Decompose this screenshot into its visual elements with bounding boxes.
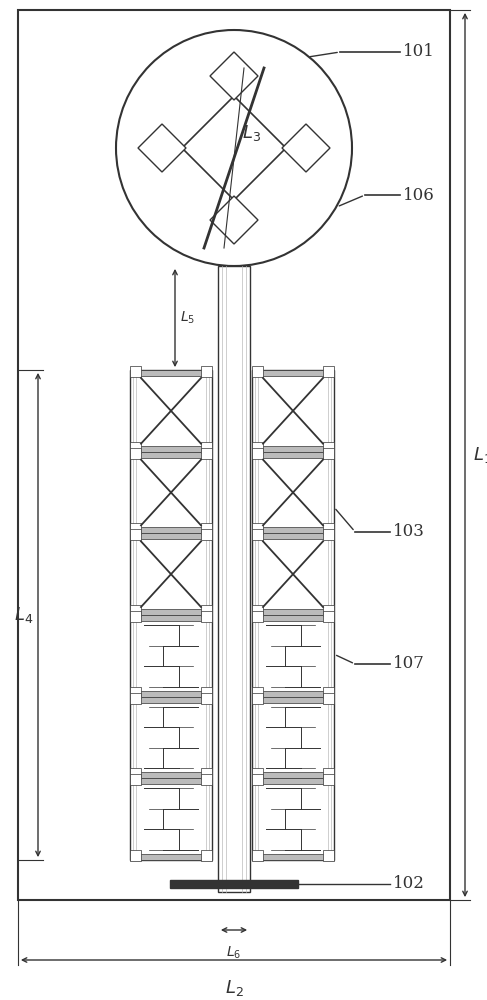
Bar xyxy=(130,772,212,778)
Bar xyxy=(130,609,212,615)
Bar xyxy=(130,778,212,784)
Bar xyxy=(252,854,334,860)
Bar xyxy=(252,611,263,622)
Bar xyxy=(130,611,141,622)
Bar xyxy=(252,772,334,778)
Bar xyxy=(218,266,250,892)
Text: 103: 103 xyxy=(393,523,425,540)
Bar xyxy=(130,691,212,697)
Bar xyxy=(252,452,334,458)
Text: $L_1$: $L_1$ xyxy=(473,445,487,465)
Bar xyxy=(252,697,334,703)
Bar xyxy=(323,850,334,861)
Bar xyxy=(252,850,263,861)
Bar xyxy=(323,687,334,698)
Bar xyxy=(18,10,450,900)
Bar xyxy=(130,523,141,534)
Bar xyxy=(170,880,298,888)
Text: 102: 102 xyxy=(393,876,425,892)
Bar xyxy=(252,687,263,698)
Bar xyxy=(252,691,334,697)
Polygon shape xyxy=(210,52,258,100)
Bar xyxy=(323,366,334,377)
Bar xyxy=(323,611,334,622)
Circle shape xyxy=(116,30,352,266)
Bar xyxy=(130,533,212,539)
Bar xyxy=(130,446,212,452)
Bar xyxy=(130,768,141,779)
Bar xyxy=(252,693,263,704)
Bar xyxy=(201,448,212,459)
Bar xyxy=(252,778,334,784)
Bar xyxy=(252,529,263,540)
Bar xyxy=(252,446,334,452)
Bar xyxy=(252,533,334,539)
Polygon shape xyxy=(182,96,286,200)
Text: $L_5$: $L_5$ xyxy=(180,310,195,326)
Bar xyxy=(130,605,141,616)
Polygon shape xyxy=(282,124,330,172)
Bar xyxy=(130,370,212,376)
Bar xyxy=(252,523,263,534)
Bar xyxy=(323,448,334,459)
Text: $L_2$: $L_2$ xyxy=(225,978,244,998)
Bar xyxy=(201,523,212,534)
Bar xyxy=(201,442,212,453)
Bar xyxy=(130,774,141,785)
Bar xyxy=(323,693,334,704)
Bar xyxy=(130,850,141,861)
Bar xyxy=(201,693,212,704)
Bar xyxy=(323,523,334,534)
Bar xyxy=(201,768,212,779)
Bar xyxy=(201,687,212,698)
Bar xyxy=(130,366,141,377)
Bar xyxy=(130,697,212,703)
Text: 107: 107 xyxy=(393,656,425,672)
Bar xyxy=(201,774,212,785)
Bar xyxy=(252,370,334,860)
Bar xyxy=(130,529,141,540)
Text: $L_3$: $L_3$ xyxy=(242,123,261,143)
Bar xyxy=(252,366,263,377)
Bar xyxy=(201,529,212,540)
Bar xyxy=(201,605,212,616)
Bar xyxy=(252,370,334,376)
Bar xyxy=(252,442,263,453)
Bar xyxy=(130,370,212,860)
Bar xyxy=(323,442,334,453)
Bar xyxy=(201,366,212,377)
Polygon shape xyxy=(138,124,186,172)
Bar xyxy=(252,615,334,621)
Bar xyxy=(323,774,334,785)
Bar xyxy=(130,693,141,704)
Bar xyxy=(252,605,263,616)
Bar xyxy=(323,768,334,779)
Bar xyxy=(252,448,263,459)
Bar xyxy=(252,768,263,779)
Bar xyxy=(130,687,141,698)
Bar xyxy=(252,609,334,615)
Text: $L_6$: $L_6$ xyxy=(226,945,242,961)
Bar xyxy=(130,448,141,459)
Bar xyxy=(201,611,212,622)
Bar xyxy=(252,774,263,785)
Text: 101: 101 xyxy=(403,43,435,60)
Bar xyxy=(323,605,334,616)
Polygon shape xyxy=(210,196,258,244)
Bar xyxy=(130,527,212,533)
Bar xyxy=(323,529,334,540)
Bar xyxy=(130,442,141,453)
Bar xyxy=(130,452,212,458)
Bar xyxy=(130,615,212,621)
Text: 106: 106 xyxy=(403,186,435,204)
Bar xyxy=(201,850,212,861)
Text: $L_4$: $L_4$ xyxy=(14,605,33,625)
Bar xyxy=(252,527,334,533)
Bar xyxy=(130,854,212,860)
